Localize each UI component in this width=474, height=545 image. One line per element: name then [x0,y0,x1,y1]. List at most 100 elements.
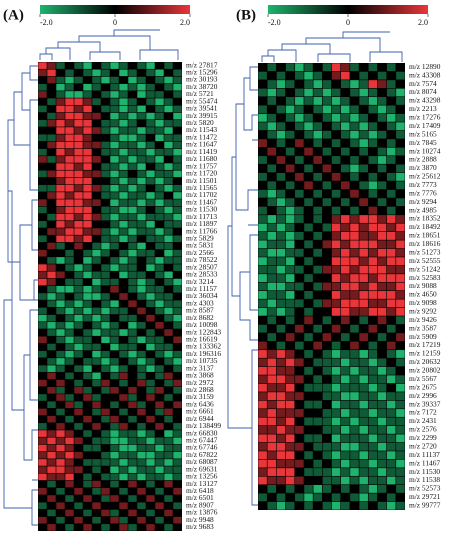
heatmap-cell [164,336,173,344]
heatmap-cell [267,358,277,367]
heatmap-cell [56,120,65,127]
heatmap-cell [258,113,267,122]
heatmap-cell [285,451,295,460]
heatmap-cell [119,141,128,149]
heatmap-cell [38,177,47,185]
heatmap-cell [119,228,128,235]
row-label: m/z 7574 [409,79,437,88]
row-label: m/z 39915 [186,111,218,120]
heatmap-cell [350,282,359,291]
heatmap-cell [65,278,74,286]
heatmap-cell [128,386,137,394]
heatmap-cell [92,415,101,423]
heatmap-cell [377,358,387,367]
heatmap-cell [47,495,56,502]
heatmap-cell [331,215,341,223]
heatmap-cell [137,148,146,156]
row-label: m/z 55474 [186,96,218,105]
heatmap-cell [146,213,155,221]
heatmap-cell [155,156,164,163]
heatmap-cell [137,386,146,394]
heatmap-cell [396,223,405,232]
heatmap-cell [340,451,350,460]
heatmap-cell [83,365,92,372]
heatmap-cell [38,293,47,300]
heatmap-cell [368,316,378,325]
heatmap-cell [368,265,378,274]
heatmap-cell [173,206,182,214]
heatmap-cell [173,343,182,351]
row-label: m/z 5829 [186,233,214,242]
heatmap-cell [322,484,332,493]
heatmap-cell [173,98,182,105]
heatmap-cell [331,206,341,215]
heatmap-cell [258,484,267,493]
heatmap-cell [359,130,368,139]
heatmap-cell [65,184,74,192]
heatmap-cell [285,257,295,266]
heatmap-cell [137,372,146,380]
heatmap-cell [128,69,137,77]
heatmap-cell [146,379,155,387]
heatmap-cell [386,383,396,392]
heatmap-cell [137,480,146,488]
heatmap-cell [56,466,65,473]
heatmap-cell [101,62,110,69]
heatmap-cell [119,257,128,264]
heatmap-cell [340,307,350,316]
heatmap-cell [146,62,155,69]
row-label: m/z 18352 [409,214,441,223]
heatmap-cell [128,322,137,329]
heatmap-cell [101,271,110,279]
heatmap-cell [83,307,92,315]
heatmap-cell [92,473,101,481]
heatmap-cell [110,350,119,358]
heatmap-cell [146,199,155,207]
heatmap-cell [386,274,396,282]
heatmap-cell [386,257,396,266]
heatmap-cell [65,516,74,524]
heatmap-cell [137,459,146,466]
heatmap-cell [304,265,313,274]
heatmap-cell [322,493,332,502]
heatmap-cell [83,408,92,416]
heatmap-cell [155,466,164,473]
heatmap-cell [56,235,65,243]
heatmap-cell [65,105,74,113]
row-label: m/z 2431 [409,416,437,425]
heatmap-cell [350,451,359,460]
heatmap-cell [173,127,182,134]
heatmap-cell [38,358,47,365]
heatmap-cell [110,192,119,199]
heatmap-cell [267,105,277,114]
heatmap-cell [377,476,387,485]
heatmap-cell [267,206,277,215]
heatmap-cell [267,316,277,325]
heatmap-cell [56,365,65,372]
heatmap-cell [267,113,277,122]
heatmap-cell [359,282,368,291]
heatmap-cell [340,333,350,342]
heatmap-cell [173,105,182,113]
heatmap-cell [258,333,267,342]
heatmap-cell [295,122,304,131]
heatmap-cell [128,480,137,488]
heatmap-cell [396,206,405,215]
heatmap-cell [396,366,405,375]
heatmap-cell [322,181,332,190]
heatmap-cell [377,240,387,249]
heatmap-cell [313,147,323,156]
heatmap-cell [322,501,332,510]
heatmap-cell [47,120,56,127]
row-label: m/z 52573 [409,484,441,493]
heatmap-cell [396,409,405,417]
heatmap-cell [276,206,286,215]
heatmap-cell [304,257,313,266]
heatmap-cell [155,177,164,185]
heatmap-cell [331,147,341,156]
heatmap-cell [128,249,137,257]
heatmap-cell [47,98,56,105]
heatmap-cell [173,350,182,358]
heatmap-cell [110,343,119,351]
heatmap-cell [92,336,101,344]
